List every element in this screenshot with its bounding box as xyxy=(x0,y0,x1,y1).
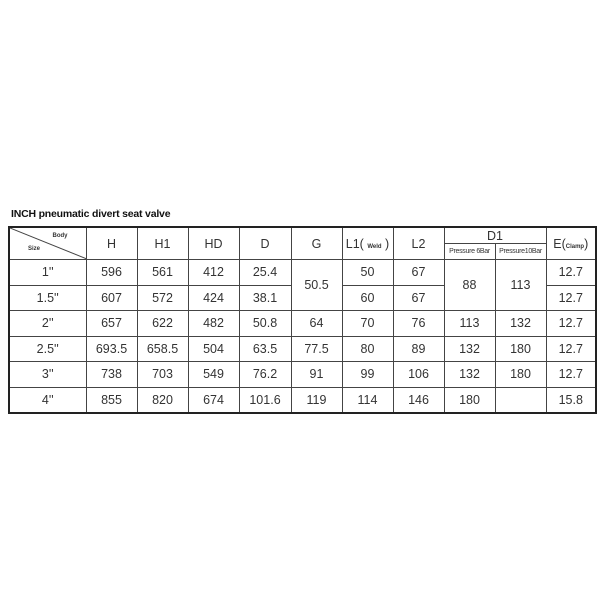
cell-g: 91 xyxy=(290,361,343,388)
header-d1-10bar: Pressure10Bar xyxy=(494,243,547,260)
cell-e: 15.8 xyxy=(545,386,597,414)
l1-note: Weld xyxy=(367,243,382,250)
cell-d1-10bar: 113 xyxy=(494,259,547,311)
cell-e: 12.7 xyxy=(545,361,597,388)
cell-d: 76.2 xyxy=(238,361,292,388)
cell-d1-10bar: 132 xyxy=(494,310,547,337)
cell-h: 596 xyxy=(85,259,138,286)
cell-d1-10bar: 180 xyxy=(494,335,547,362)
subheader-row: Pressure 6Bar Pressure10Bar xyxy=(9,243,596,260)
cell-l1: 60 xyxy=(341,284,394,311)
cell-l1: 50 xyxy=(341,259,394,286)
cell-hd: 482 xyxy=(187,310,240,337)
cell-h1: 820 xyxy=(136,386,189,414)
header-l2: L2 xyxy=(392,226,445,260)
body-label: Body xyxy=(52,233,68,239)
cell-size: 1.5'' xyxy=(8,284,87,311)
cell-g: 64 xyxy=(290,310,343,337)
cell-d1-10bar: 180 xyxy=(494,361,547,388)
table-row: 3'' 738 703 549 76.2 91 99 106 132 180 1… xyxy=(8,361,597,388)
header-row: Body Size H H1 HD D G L1( Weld ) L2 D1 E… xyxy=(8,226,597,260)
cell-h: 855 xyxy=(85,386,138,414)
cell-e: 12.7 xyxy=(545,284,597,311)
cell-g: 77.5 xyxy=(290,335,343,362)
cell-l1: 99 xyxy=(341,361,394,388)
header-d: D xyxy=(238,226,292,260)
table-row: 1'' 596 561 412 25.4 50.5 50 67 88 113 1… xyxy=(8,259,597,311)
cell-size: 2'' xyxy=(8,310,87,337)
dimension-table: Body Size H H1 HD D G L1( Weld ) L2 D1 E… xyxy=(8,226,598,414)
cell-g: 119 xyxy=(290,386,343,414)
header-g: G xyxy=(290,226,343,260)
table-row: 2'' 657 622 482 50.8 64 70 76 113 132 12… xyxy=(8,310,597,337)
l1-close: ) xyxy=(385,236,390,251)
cell-d: 38.1 xyxy=(238,284,292,311)
cell-d1-6bar: 113 xyxy=(443,310,496,337)
cell-l2: 76 xyxy=(392,310,445,337)
cell-h1: 561 xyxy=(136,259,189,286)
header-h1: H1 xyxy=(136,226,189,260)
cell-h1: 658.5 xyxy=(136,335,189,362)
header-h: H xyxy=(85,226,138,260)
cell-size: 3'' xyxy=(8,361,87,388)
cell-l2: 89 xyxy=(392,335,445,362)
cell-d: 50.8 xyxy=(238,310,292,337)
cell-hd: 504 xyxy=(187,335,240,362)
table-row: 1.5'' 607 572 424 38.1 60 67 12.7 xyxy=(8,284,597,311)
header-hd: HD xyxy=(187,226,240,260)
cell-hd: 412 xyxy=(187,259,240,286)
cell-hd: 424 xyxy=(187,284,240,311)
cell-l1: 114 xyxy=(341,386,394,414)
cell-d1-6bar: 132 xyxy=(443,335,496,362)
cell-l1: 70 xyxy=(341,310,394,337)
cell-h: 693.5 xyxy=(85,335,138,362)
cell-h: 607 xyxy=(85,284,138,311)
cell-l2: 146 xyxy=(392,386,445,414)
cell-h: 657 xyxy=(85,310,138,337)
header-d1-6bar: Pressure 6Bar xyxy=(443,243,496,260)
header-l1: L1( Weld ) xyxy=(341,226,394,260)
cell-hd: 549 xyxy=(187,361,240,388)
cell-size: 2.5'' xyxy=(8,335,87,362)
cell-size: 4'' xyxy=(8,386,87,414)
cell-l2: 67 xyxy=(392,284,445,311)
cell-d: 25.4 xyxy=(238,259,292,286)
cell-size: 1'' xyxy=(8,259,87,286)
diagonal-divider xyxy=(10,228,87,259)
cell-hd: 674 xyxy=(187,386,240,414)
e-label: E( xyxy=(553,236,566,251)
cell-l2: 106 xyxy=(392,361,445,388)
header-e: E(Clamp) xyxy=(545,226,597,260)
table-row: 2.5'' 693.5 658.5 504 63.5 77.5 80 89 13… xyxy=(8,335,597,362)
cell-d1-6bar: 180 xyxy=(443,386,496,414)
cell-d1-10bar xyxy=(494,386,547,414)
cell-h1: 572 xyxy=(136,284,189,311)
table-title: INCH pneumatic divert seat valve xyxy=(11,208,171,220)
size-body-header: Body Size xyxy=(8,226,87,260)
cell-e: 12.7 xyxy=(545,259,597,286)
l1-label: L1( xyxy=(345,236,364,251)
cell-e: 12.7 xyxy=(545,310,597,337)
e-close: ) xyxy=(584,236,589,251)
cell-h1: 622 xyxy=(136,310,189,337)
cell-d1-6bar: 132 xyxy=(443,361,496,388)
cell-d: 101.6 xyxy=(238,386,292,414)
cell-d: 63.5 xyxy=(238,335,292,362)
table-row: 4'' 855 820 674 101.6 119 114 146 180 15… xyxy=(8,386,597,414)
cell-l2: 67 xyxy=(392,259,445,286)
size-label: Size xyxy=(28,246,41,252)
cell-e: 12.7 xyxy=(545,335,597,362)
header-d1: D1 xyxy=(443,226,547,244)
cell-d1-6bar: 88 xyxy=(443,259,496,311)
cell-h: 738 xyxy=(85,361,138,388)
cell-g: 50.5 xyxy=(290,259,343,311)
cell-h1: 703 xyxy=(136,361,189,388)
e-note: Clamp xyxy=(565,243,585,250)
cell-l1: 80 xyxy=(341,335,394,362)
